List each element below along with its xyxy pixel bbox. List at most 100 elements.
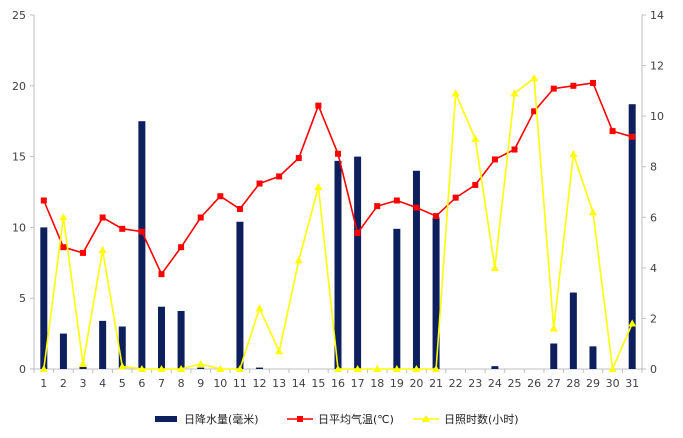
x-tick-label: 6 bbox=[138, 377, 145, 390]
temperature-point bbox=[217, 193, 224, 200]
temperature-point bbox=[276, 173, 283, 180]
precipitation-bar bbox=[432, 217, 440, 369]
precipitation-bar bbox=[197, 367, 205, 369]
precipitation-bar bbox=[393, 228, 401, 369]
temperature-point bbox=[472, 181, 479, 188]
sunshine-point bbox=[588, 208, 597, 216]
temperature-point bbox=[531, 108, 538, 115]
precipitation-bar bbox=[40, 227, 48, 369]
temperature-point bbox=[570, 82, 577, 89]
x-tick-label: 21 bbox=[429, 377, 443, 390]
temperature-point bbox=[433, 213, 440, 220]
sunshine-point bbox=[471, 134, 480, 142]
temperature-point bbox=[374, 203, 381, 210]
x-tick-label: 2 bbox=[60, 377, 67, 390]
temperature-point bbox=[138, 228, 145, 235]
sunshine-point bbox=[216, 365, 225, 372]
x-tick-label: 22 bbox=[449, 377, 463, 390]
x-tick-label: 16 bbox=[331, 377, 345, 390]
x-tick-label: 24 bbox=[488, 377, 502, 390]
temperature-point bbox=[119, 225, 126, 232]
temperature-point bbox=[335, 150, 341, 157]
precipitation-bar bbox=[256, 367, 264, 369]
x-tick-label: 25 bbox=[508, 377, 522, 390]
left-tick-label: 5 bbox=[19, 292, 26, 305]
x-tick-label: 13 bbox=[272, 377, 286, 390]
temperature-point bbox=[452, 194, 459, 201]
temperature-point bbox=[589, 79, 596, 86]
temperature-point bbox=[315, 102, 322, 109]
precipitation-bar bbox=[118, 326, 126, 369]
legend-label: 日照时数(小时) bbox=[444, 413, 519, 426]
sunshine-point bbox=[628, 319, 637, 327]
x-tick-label: 1 bbox=[40, 377, 47, 390]
right-tick-label: 0 bbox=[650, 363, 657, 376]
x-tick-label: 26 bbox=[527, 377, 541, 390]
sunshine-point bbox=[137, 365, 146, 372]
sunshine-point bbox=[490, 263, 499, 271]
legend-label: 日降水量(毫米) bbox=[184, 412, 259, 426]
x-tick-label: 15 bbox=[311, 377, 325, 390]
legend-marker-temperature bbox=[297, 416, 303, 422]
right-tick-label: 8 bbox=[650, 161, 657, 174]
x-tick-label: 3 bbox=[80, 377, 87, 390]
left-tick-label: 20 bbox=[12, 80, 26, 93]
x-tick-label: 12 bbox=[253, 377, 267, 390]
sunshine-point bbox=[118, 362, 127, 370]
temperature-point bbox=[197, 214, 204, 221]
temperature-point bbox=[491, 156, 498, 163]
legend-label: 日平均气温(℃) bbox=[318, 412, 394, 426]
sunshine-point bbox=[59, 213, 68, 221]
sunshine-point bbox=[177, 365, 186, 372]
precipitation-bar bbox=[79, 366, 87, 369]
temperature-point bbox=[609, 128, 616, 135]
sunshine-point bbox=[334, 365, 342, 372]
temperature-point bbox=[511, 146, 518, 153]
precipitation-bars bbox=[40, 104, 636, 369]
right-tick-label: 14 bbox=[650, 9, 664, 22]
sunshine-point bbox=[157, 365, 166, 372]
precipitation-bar bbox=[354, 156, 362, 369]
sunshine-point bbox=[39, 365, 48, 372]
legend-marker-sunshine bbox=[422, 415, 430, 422]
sunshine-point bbox=[510, 89, 519, 97]
x-tick-label: 29 bbox=[586, 377, 600, 390]
x-tick-label: 28 bbox=[566, 377, 580, 390]
precipitation-bar bbox=[157, 306, 165, 369]
sunshine-point bbox=[196, 359, 205, 367]
x-tick-label: 20 bbox=[409, 377, 423, 390]
x-tick-label: 11 bbox=[233, 377, 247, 390]
precipitation-bar bbox=[628, 104, 636, 369]
sunshine-point bbox=[373, 365, 382, 372]
x-tick-label: 8 bbox=[178, 377, 185, 390]
x-tick-label: 19 bbox=[390, 377, 404, 390]
x-tick-label: 18 bbox=[370, 377, 384, 390]
x-tick-label: 30 bbox=[606, 377, 620, 390]
left-tick-label: 10 bbox=[12, 221, 26, 234]
temperature-point bbox=[413, 204, 420, 211]
legend: 日降水量(毫米) 日平均气温(℃) 日照时数(小时) bbox=[155, 412, 519, 426]
temperature-point bbox=[354, 230, 361, 237]
sunshine-point bbox=[353, 365, 362, 372]
x-tick-label: 27 bbox=[547, 377, 561, 390]
precipitation-bar bbox=[59, 333, 67, 369]
x-tick-label: 4 bbox=[99, 377, 106, 390]
sunshine-point bbox=[235, 365, 244, 372]
temperature-point bbox=[236, 205, 243, 212]
temperature-point bbox=[178, 244, 185, 251]
temperature-point bbox=[256, 180, 263, 187]
sunshine-point bbox=[608, 365, 617, 372]
precipitation-bar bbox=[99, 320, 107, 369]
right-tick-label: 10 bbox=[650, 110, 664, 123]
right-tick-label: 4 bbox=[650, 262, 657, 275]
sunshine-point bbox=[412, 365, 421, 372]
temperature-point bbox=[550, 85, 557, 92]
x-tick-label: 7 bbox=[158, 377, 165, 390]
precipitation-bar bbox=[550, 343, 558, 369]
left-tick-label: 15 bbox=[12, 151, 26, 164]
x-tick-label: 14 bbox=[292, 377, 306, 390]
left-tick-label: 25 bbox=[12, 9, 26, 22]
precipitation-bar bbox=[334, 160, 342, 369]
precipitation-bar bbox=[236, 221, 244, 369]
right-tick-label: 12 bbox=[650, 60, 664, 73]
